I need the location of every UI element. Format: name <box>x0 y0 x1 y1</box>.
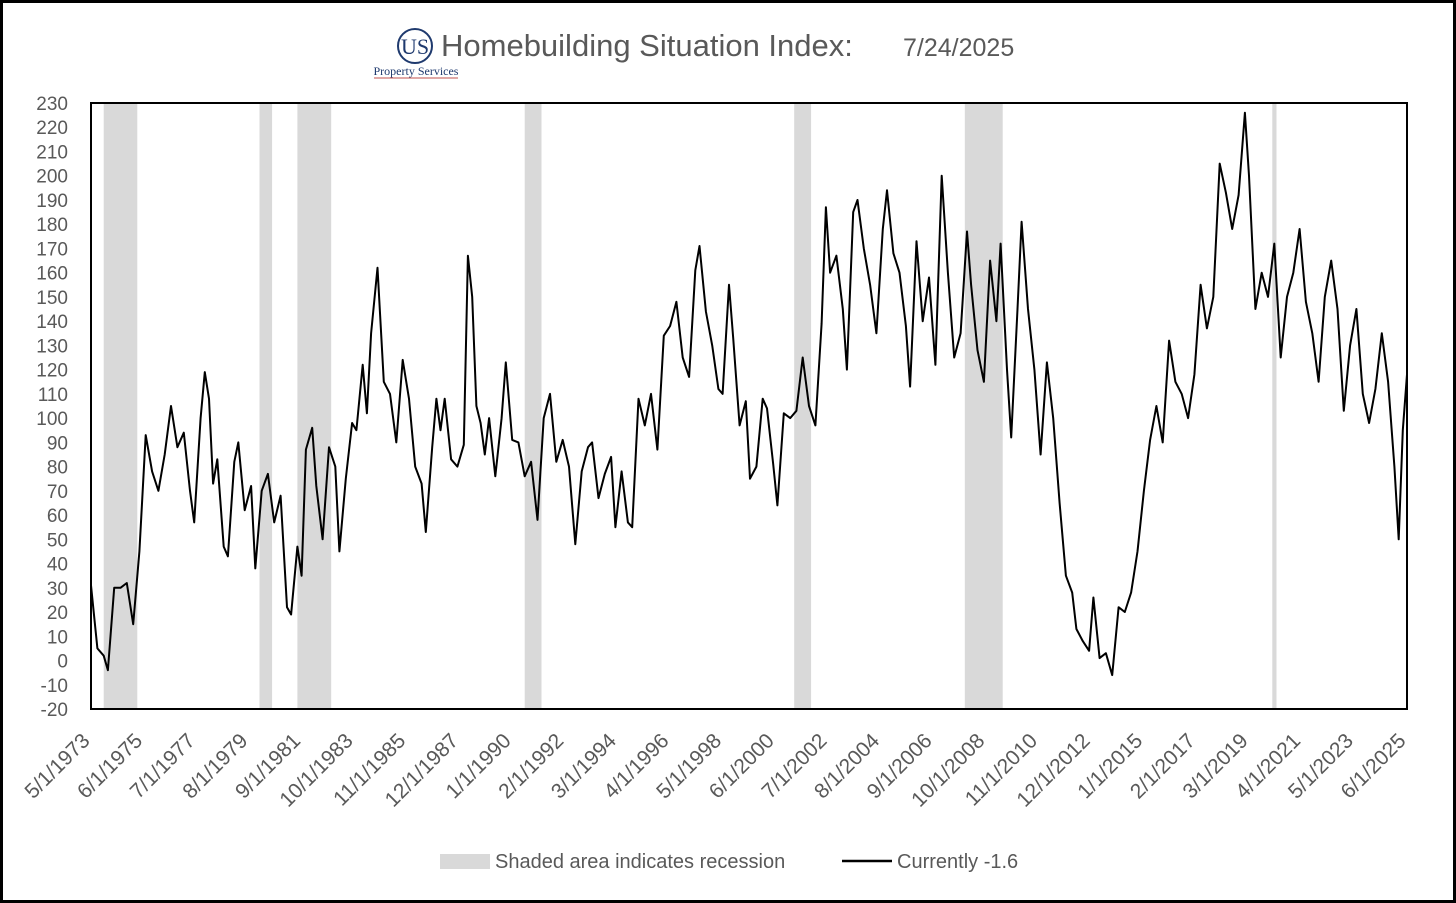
y-tick-label: 70 <box>47 482 68 503</box>
series-line-group <box>90 111 1408 677</box>
logo-caption: Property Services <box>374 64 459 78</box>
chart-date: 7/24/2025 <box>903 34 1014 62</box>
y-tick-label: 120 <box>36 361 68 382</box>
y-tick-label: 170 <box>36 239 68 260</box>
recession-bands <box>103 103 1277 709</box>
legend-recession-swatch <box>440 854 490 869</box>
recession-band <box>103 103 138 709</box>
y-tick-label: 150 <box>36 288 68 309</box>
legend: Shaded area indicates recession Currentl… <box>440 851 1018 873</box>
y-tick-label: -10 <box>41 676 68 697</box>
recession-band <box>297 103 332 709</box>
y-tick-label: 130 <box>36 336 68 357</box>
series-line <box>90 111 1408 677</box>
legend-series-label: Currently -1.6 <box>897 851 1018 873</box>
recession-band <box>524 103 542 709</box>
y-tick-label: 200 <box>36 167 68 188</box>
y-tick-label: 160 <box>36 264 68 285</box>
x-axis-ticks: 5/1/19736/1/19757/1/19778/1/19799/1/1981… <box>20 729 1410 812</box>
plot-area-border <box>90 102 1408 710</box>
y-tick-label: 90 <box>47 433 68 454</box>
y-tick-label: 190 <box>36 191 68 212</box>
y-tick-label: 20 <box>47 603 68 624</box>
recession-band <box>794 103 812 709</box>
y-tick-label: 50 <box>47 530 68 551</box>
y-tick-label: 0 <box>57 652 68 673</box>
y-tick-label: 100 <box>36 409 68 430</box>
y-tick-label: 60 <box>47 506 68 527</box>
y-tick-label: 80 <box>47 458 68 479</box>
y-tick-label: 110 <box>38 385 68 406</box>
y-tick-label: 210 <box>36 143 68 164</box>
recession-band <box>964 103 1003 709</box>
y-tick-label: 140 <box>36 312 68 333</box>
y-tick-label: -20 <box>41 700 68 721</box>
y-tick-label: 10 <box>47 627 68 648</box>
logo: US Property Services <box>374 28 459 79</box>
logo-letters: US <box>401 34 429 59</box>
chart-title: Homebuilding Situation Index: <box>441 28 853 63</box>
y-tick-label: 30 <box>47 579 68 600</box>
y-tick-label: 180 <box>36 215 68 236</box>
legend-recession-label: Shaded area indicates recession <box>495 851 785 873</box>
recession-band <box>259 103 273 709</box>
y-tick-label: 230 <box>36 94 68 115</box>
logo-circle <box>397 28 433 64</box>
recession-band <box>1272 103 1277 709</box>
y-tick-label: 220 <box>36 118 68 139</box>
y-tick-label: 40 <box>47 555 68 576</box>
y-axis-ticks: 2302202102001901801701601501401301201101… <box>36 94 68 721</box>
